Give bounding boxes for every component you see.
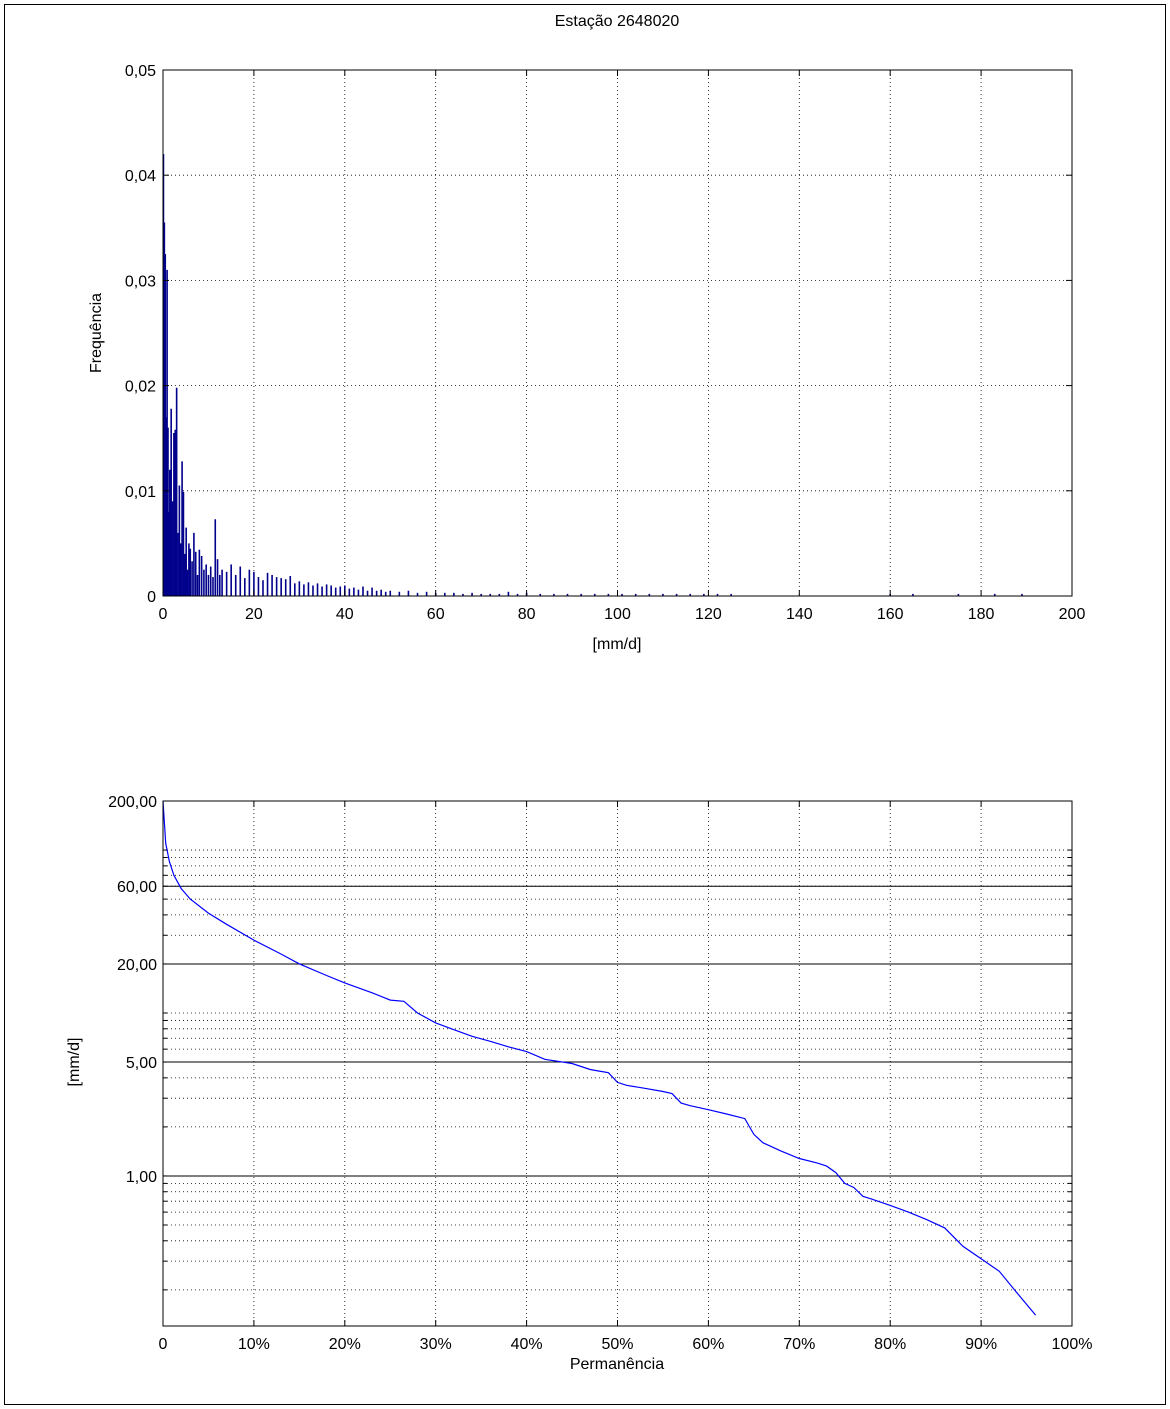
histogram-ticks: 0 20 40 60 80 100 120 140 160 180 200 0 0,01 0,02 0,03…: [125, 63, 1086, 623]
permanence-x-tick-label: 20%: [329, 1336, 361, 1353]
permanence-ticks: 0 10% 20% 30% 40% 50% 60% 70% 80% 90% 100% 200,00 60…: [108, 794, 1092, 1353]
permanence-x-tick-label: 30%: [420, 1336, 452, 1353]
histogram-x-tick-label: 0: [159, 606, 168, 623]
histogram-x-tick-label: 200: [1059, 606, 1086, 623]
permanence-chart: Permanência [mm/d] 0 10% 20% 30% 40% 50% 60% 70…: [66, 794, 1092, 1373]
histogram-plot-area: [162, 69, 1073, 597]
permanence-x-tick-label: 40%: [511, 1336, 543, 1353]
histogram-x-tick-label: 20: [245, 606, 263, 623]
permanence-y-tick-label: 20,00: [117, 957, 157, 974]
permanence-y-tick-label: 60,00: [117, 879, 157, 896]
histogram-bars: [162, 154, 1023, 596]
permanence-x-tick-label: 80%: [874, 1336, 906, 1353]
permanence-x-tick-label: 0: [159, 1336, 168, 1353]
permanence-x-tick-label: 10%: [238, 1336, 270, 1353]
histogram-y-tick-label: 0,05: [125, 63, 156, 80]
histogram-y-tick-label: 0,04: [125, 168, 156, 185]
histogram-x-tick-label: 80: [518, 606, 536, 623]
histogram-y-tick-label: 0: [147, 589, 156, 606]
permanence-x-tick-label: 60%: [692, 1336, 724, 1353]
histogram-x-tick-label: 60: [427, 606, 445, 623]
permanence-line-group: [162, 800, 1037, 1316]
figure-frame: [4, 4, 1166, 1405]
histogram-x-tick-label: 120: [695, 606, 722, 623]
permanence-y-tick-label: 1,00: [126, 1169, 157, 1186]
histogram-x-tick-label: 160: [877, 606, 904, 623]
histogram-x-tick-label: 100: [604, 606, 631, 623]
permanence-x-tick-label: 50%: [601, 1336, 633, 1353]
histogram-chart: Estação 2648020 [mm/d] Frequência 0 20 40 6…: [88, 13, 1085, 653]
histogram-title: Estação 2648020: [555, 13, 680, 30]
histogram-grid: [163, 70, 1072, 596]
permanence-curve: [162, 800, 1037, 1316]
histogram-x-tick-label: 140: [786, 606, 813, 623]
histogram-x-tick-label: 40: [336, 606, 354, 623]
permanence-x-tick-label: 90%: [965, 1336, 997, 1353]
histogram-y-axis-label: Frequência: [88, 293, 105, 373]
histogram-y-tick-label: 0,02: [125, 379, 156, 396]
permanence-plot-area: [162, 800, 1073, 1327]
permanence-x-tick-label: 70%: [783, 1336, 815, 1353]
permanence-y-tick-label: 200,00: [108, 794, 157, 811]
permanence-y-axis-label: [mm/d]: [66, 1038, 83, 1087]
permanence-grid: [163, 801, 1072, 1326]
histogram-y-tick-label: 0,01: [125, 484, 156, 501]
permanence-x-axis-label: Permanência: [570, 1356, 664, 1373]
permanence-x-tick-label: 100%: [1052, 1336, 1093, 1353]
permanence-y-tick-label: 5,00: [126, 1055, 157, 1072]
histogram-x-axis-label: [mm/d]: [593, 636, 642, 653]
histogram-x-tick-label: 180: [968, 606, 995, 623]
histogram-y-tick-label: 0,03: [125, 273, 156, 290]
